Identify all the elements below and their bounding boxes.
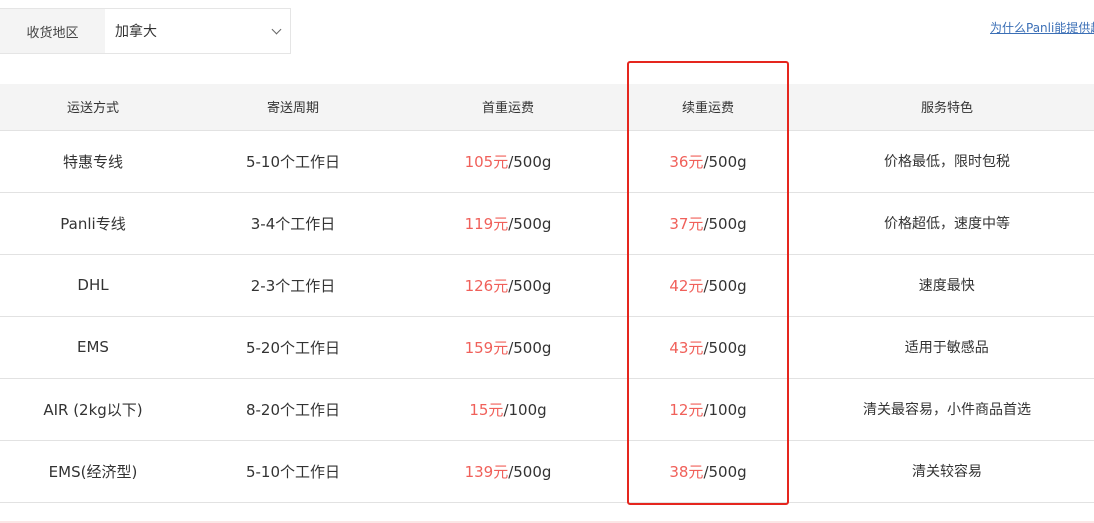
feature-cell: 清关最容易，小件商品首选: [800, 378, 1094, 441]
table-row: DHL 2-3个工作日 126元/500g 42元/500g 速度最快: [0, 254, 1094, 317]
method-cell: DHL: [0, 254, 186, 317]
first-unit: /500g: [508, 276, 552, 295]
first-price: 159元: [464, 338, 509, 357]
first-price: 105元: [464, 152, 509, 171]
table-row: EMS 5-20个工作日 159元/500g 43元/500g 适用于敏感品: [0, 316, 1094, 379]
header-period: 寄送周期: [186, 84, 400, 131]
chevron-down-icon: [271, 24, 282, 34]
next-weight-cell: 38元/500g: [616, 440, 800, 503]
period-cell: 3-4个工作日: [186, 192, 400, 255]
period-cell: 5-10个工作日: [186, 440, 400, 503]
first-unit: /500g: [508, 338, 552, 357]
next-price: 12元: [669, 400, 704, 419]
feature-cell: 速度最快: [800, 254, 1094, 317]
method-cell: EMS(经济型): [0, 440, 186, 503]
next-unit: /100g: [703, 400, 747, 419]
first-price: 15元: [469, 400, 504, 419]
table-row: 特惠专线 5-10个工作日 105元/500g 36元/500g 价格最低，限时…: [0, 130, 1094, 193]
first-unit: /500g: [508, 462, 552, 481]
next-unit: /500g: [703, 338, 747, 357]
next-weight-cell: 37元/500g: [616, 192, 800, 255]
table-row: EMS(经济型) 5-10个工作日 139元/500g 38元/500g 清关较…: [0, 440, 1094, 503]
header-first-weight: 首重运费: [400, 84, 616, 131]
region-selector: 收货地区 加拿大: [0, 8, 291, 54]
header-method: 运送方式: [0, 84, 186, 131]
first-unit: /500g: [508, 152, 552, 171]
next-price: 38元: [669, 462, 704, 481]
next-price: 43元: [669, 338, 704, 357]
next-weight-cell: 42元/500g: [616, 254, 800, 317]
feature-cell: 价格超低，速度中等: [800, 192, 1094, 255]
first-weight-cell: 139元/500g: [400, 440, 616, 503]
method-cell: EMS: [0, 316, 186, 379]
period-cell: 5-20个工作日: [186, 316, 400, 379]
first-unit: /500g: [508, 214, 552, 233]
shipping-table: 运送方式 寄送周期 首重运费 续重运费 服务特色 特惠专线 5-10个工作日 1…: [0, 84, 1094, 503]
first-weight-cell: 105元/500g: [400, 130, 616, 193]
first-price: 126元: [464, 276, 509, 295]
region-dropdown[interactable]: 加拿大: [105, 9, 290, 53]
next-weight-cell: 36元/500g: [616, 130, 800, 193]
table-row: AIR (2kg以下) 8-20个工作日 15元/100g 12元/100g 清…: [0, 378, 1094, 441]
next-weight-cell: 12元/100g: [616, 378, 800, 441]
method-cell: 特惠专线: [0, 130, 186, 193]
next-price: 37元: [669, 214, 704, 233]
region-label: 收货地区: [0, 9, 105, 53]
period-cell: 2-3个工作日: [186, 254, 400, 317]
method-cell: AIR (2kg以下): [0, 378, 186, 441]
header-feature: 服务特色: [800, 84, 1094, 131]
next-price: 42元: [669, 276, 704, 295]
feature-cell: 适用于敏感品: [800, 316, 1094, 379]
feature-cell: 清关较容易: [800, 440, 1094, 503]
table-row: Panli专线 3-4个工作日 119元/500g 37元/500g 价格超低，…: [0, 192, 1094, 255]
first-price: 119元: [464, 214, 509, 233]
first-price: 139元: [464, 462, 509, 481]
method-cell: Panli专线: [0, 192, 186, 255]
period-cell: 8-20个工作日: [186, 378, 400, 441]
header-next-weight: 续重运费: [616, 84, 800, 131]
next-unit: /500g: [703, 462, 747, 481]
next-weight-cell: 43元/500g: [616, 316, 800, 379]
region-value: 加拿大: [115, 24, 157, 40]
divider: [0, 521, 1094, 523]
table-header: 运送方式 寄送周期 首重运费 续重运费 服务特色: [0, 84, 1094, 131]
next-unit: /500g: [703, 214, 747, 233]
first-weight-cell: 15元/100g: [400, 378, 616, 441]
why-panli-link[interactable]: 为什么Panli能提供超: [990, 21, 1094, 35]
feature-cell: 价格最低，限时包税: [800, 130, 1094, 193]
next-unit: /500g: [703, 152, 747, 171]
first-weight-cell: 159元/500g: [400, 316, 616, 379]
first-weight-cell: 119元/500g: [400, 192, 616, 255]
period-cell: 5-10个工作日: [186, 130, 400, 193]
first-unit: /100g: [503, 400, 547, 419]
first-weight-cell: 126元/500g: [400, 254, 616, 317]
next-unit: /500g: [703, 276, 747, 295]
next-price: 36元: [669, 152, 704, 171]
